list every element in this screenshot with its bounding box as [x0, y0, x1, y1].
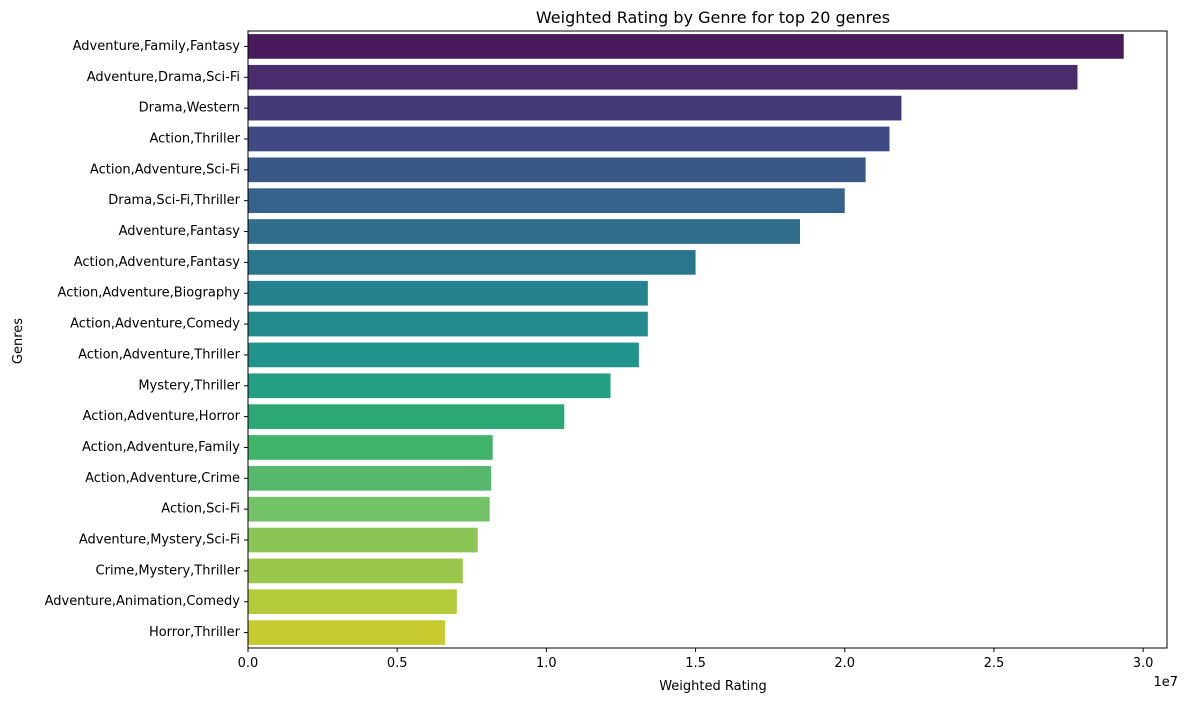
bar — [248, 250, 696, 275]
y-tick-label: Adventure,Fantasy — [119, 224, 241, 239]
y-tick-label: Action,Adventure,Horror — [83, 409, 241, 424]
y-tick-label: Adventure,Animation,Comedy — [45, 594, 241, 609]
y-tick-label: Mystery,Thriller — [138, 378, 240, 393]
x-tick-label: 3.0 — [1133, 656, 1154, 671]
bar — [248, 219, 800, 244]
x-tick-label: 2.5 — [984, 656, 1005, 671]
bar — [248, 465, 492, 491]
y-tick-label: Adventure,Mystery,Sci-Fi — [79, 533, 240, 548]
y-tick-label: Adventure,Drama,Sci-Fi — [87, 70, 240, 85]
y-tick-label: Drama,Sci-Fi,Thriller — [108, 193, 240, 208]
x-tick-label: 0.0 — [238, 656, 259, 671]
x-tick-label: 1.0 — [536, 656, 557, 671]
bar — [248, 280, 648, 306]
x-tick-label: 0.5 — [387, 656, 408, 671]
y-tick-label: Action,Adventure,Biography — [58, 286, 241, 301]
y-tick-label: Action,Adventure,Fantasy — [74, 255, 241, 270]
y-tick-label: Adventure,Family,Fantasy — [73, 39, 241, 54]
y-tick-label: Action,Sci-Fi — [161, 502, 240, 517]
bar — [248, 188, 845, 214]
bar — [248, 404, 565, 429]
bar — [248, 527, 478, 553]
bar — [248, 34, 1124, 59]
x-axis: 0.0 0.5 1.0 1.5 2.0 2.5 3.0 — [238, 648, 1154, 671]
bar — [248, 311, 648, 337]
bar — [248, 496, 490, 522]
bar — [248, 126, 890, 152]
bar — [248, 157, 866, 183]
y-axis-title: Genres — [11, 318, 26, 364]
y-tick-label: Action,Adventure,Comedy — [70, 317, 240, 332]
bar — [248, 620, 445, 645]
y-tick-labels: Adventure,Family,Fantasy Adventure,Drama,… — [45, 39, 248, 640]
bar — [248, 435, 493, 460]
bars-group — [248, 34, 1124, 645]
y-tick-label: Action,Thriller — [149, 131, 240, 146]
y-tick-label: Action,Adventure,Thriller — [78, 347, 241, 362]
bar — [248, 373, 611, 399]
chart-title: Weighted Rating by Genre for top 20 genr… — [536, 8, 890, 27]
bar — [248, 95, 902, 121]
bar — [248, 558, 463, 584]
x-scale-multiplier: 1e7 — [1153, 675, 1178, 690]
y-tick-label: Crime,Mystery,Thriller — [96, 563, 241, 578]
y-tick-label: Action,Adventure,Family — [82, 440, 240, 455]
y-tick-label: Action,Adventure,Crime — [85, 471, 240, 486]
x-tick-label: 1.5 — [685, 656, 706, 671]
y-tick-label: Horror,Thriller — [149, 625, 241, 640]
x-tick-label: 2.0 — [834, 656, 855, 671]
bar — [248, 589, 457, 615]
y-tick-label: Drama,Western — [139, 101, 240, 116]
y-tick-label: Action,Adventure,Sci-Fi — [90, 162, 240, 177]
bar — [248, 342, 639, 368]
plot-frame — [247, 30, 1168, 649]
bar — [248, 64, 1078, 90]
x-axis-title: Weighted Rating — [659, 679, 767, 694]
